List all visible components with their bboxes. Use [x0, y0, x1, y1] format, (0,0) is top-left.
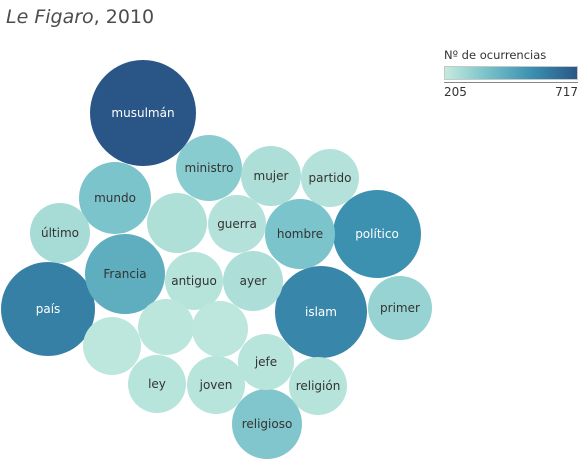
bubble-label: guerra [217, 217, 257, 231]
bubble[interactable]: ley [128, 355, 186, 413]
bubble-label: ministro [185, 161, 234, 175]
bubble-label: antiguo [171, 274, 217, 288]
bubble-circle[interactable] [368, 276, 432, 340]
bubble-circle[interactable] [30, 203, 90, 263]
bubble[interactable]: mundo [79, 162, 151, 234]
legend-scale: 205 717 [444, 82, 578, 99]
bubble-circle[interactable] [83, 317, 141, 375]
bubble-circle[interactable] [187, 356, 245, 414]
bubble[interactable]: país [1, 262, 95, 356]
bubble-label: religión [296, 379, 341, 393]
legend-gradient-bar [444, 66, 578, 80]
chart-title-year: , 2010 [93, 6, 155, 28]
bubble[interactable]: joven [187, 356, 245, 414]
bubble-label: musulmán [111, 106, 174, 120]
legend-min-label: 205 [444, 85, 467, 99]
bubble[interactable]: jefe [238, 334, 294, 390]
bubble-circle[interactable] [208, 195, 266, 253]
bubble[interactable]: Francia [85, 234, 165, 314]
bubble-label: último [41, 226, 79, 240]
legend-title: Nº de ocurrencias [444, 48, 547, 62]
bubble[interactable]: religión [289, 357, 347, 415]
bubble-circle[interactable] [79, 162, 151, 234]
bubble-label: partido [309, 171, 352, 185]
bubble-circle[interactable] [176, 135, 242, 201]
bubble-label: Francia [103, 267, 146, 281]
bubble[interactable]: partido [301, 149, 359, 207]
bubble-circle[interactable] [333, 190, 421, 278]
bubble[interactable] [192, 301, 248, 357]
bubble-circle[interactable] [265, 199, 335, 269]
bubble-circle[interactable] [147, 193, 207, 253]
bubble-label: islam [305, 305, 337, 319]
bubble-circle[interactable] [275, 266, 367, 358]
bubble[interactable]: político [333, 190, 421, 278]
bubble-circle[interactable] [238, 334, 294, 390]
bubble[interactable] [83, 317, 141, 375]
bubble-label: hombre [277, 227, 323, 241]
bubble[interactable]: ayer [223, 251, 283, 311]
bubble-label: mundo [94, 191, 136, 205]
bubble[interactable]: mujer [241, 146, 301, 206]
bubble-circle[interactable] [85, 234, 165, 314]
bubble-label: ley [148, 377, 166, 391]
bubble[interactable]: antiguo [165, 252, 223, 310]
bubble-circle[interactable] [90, 60, 196, 166]
bubble[interactable]: primer [368, 276, 432, 340]
bubble-circle[interactable] [1, 262, 95, 356]
chart-title-publication: Le Figaro [6, 6, 94, 28]
bubble-label: mujer [254, 169, 289, 183]
bubble-circle[interactable] [301, 149, 359, 207]
chart-title: Le Figaro, 2010 [6, 6, 154, 28]
bubble-circle[interactable] [192, 301, 248, 357]
bubble-label: político [355, 227, 399, 241]
bubble-label: ayer [240, 274, 267, 288]
bubble[interactable]: hombre [265, 199, 335, 269]
bubble-circle[interactable] [289, 357, 347, 415]
legend-max-label: 717 [555, 85, 578, 99]
bubble-label: país [36, 302, 61, 316]
bubble-label: primer [380, 301, 420, 315]
bubble[interactable]: ministro [176, 135, 242, 201]
bubble[interactable]: religioso [232, 389, 302, 459]
bubble-label: joven [199, 378, 233, 392]
bubble-label: religioso [242, 417, 293, 431]
bubble[interactable] [138, 299, 194, 355]
bubble[interactable]: musulmán [90, 60, 196, 166]
bubble-circle[interactable] [241, 146, 301, 206]
bubble-circle[interactable] [232, 389, 302, 459]
color-legend: Nº de ocurrencias 205 717 [444, 48, 578, 99]
bubble[interactable]: islam [275, 266, 367, 358]
bubble[interactable]: guerra [208, 195, 266, 253]
bubble[interactable]: último [30, 203, 90, 263]
bubble-circle[interactable] [223, 251, 283, 311]
bubble[interactable] [147, 193, 207, 253]
bubble-circle[interactable] [138, 299, 194, 355]
bubble-circle[interactable] [165, 252, 223, 310]
bubble-circle[interactable] [128, 355, 186, 413]
bubble-label: jefe [254, 355, 277, 369]
